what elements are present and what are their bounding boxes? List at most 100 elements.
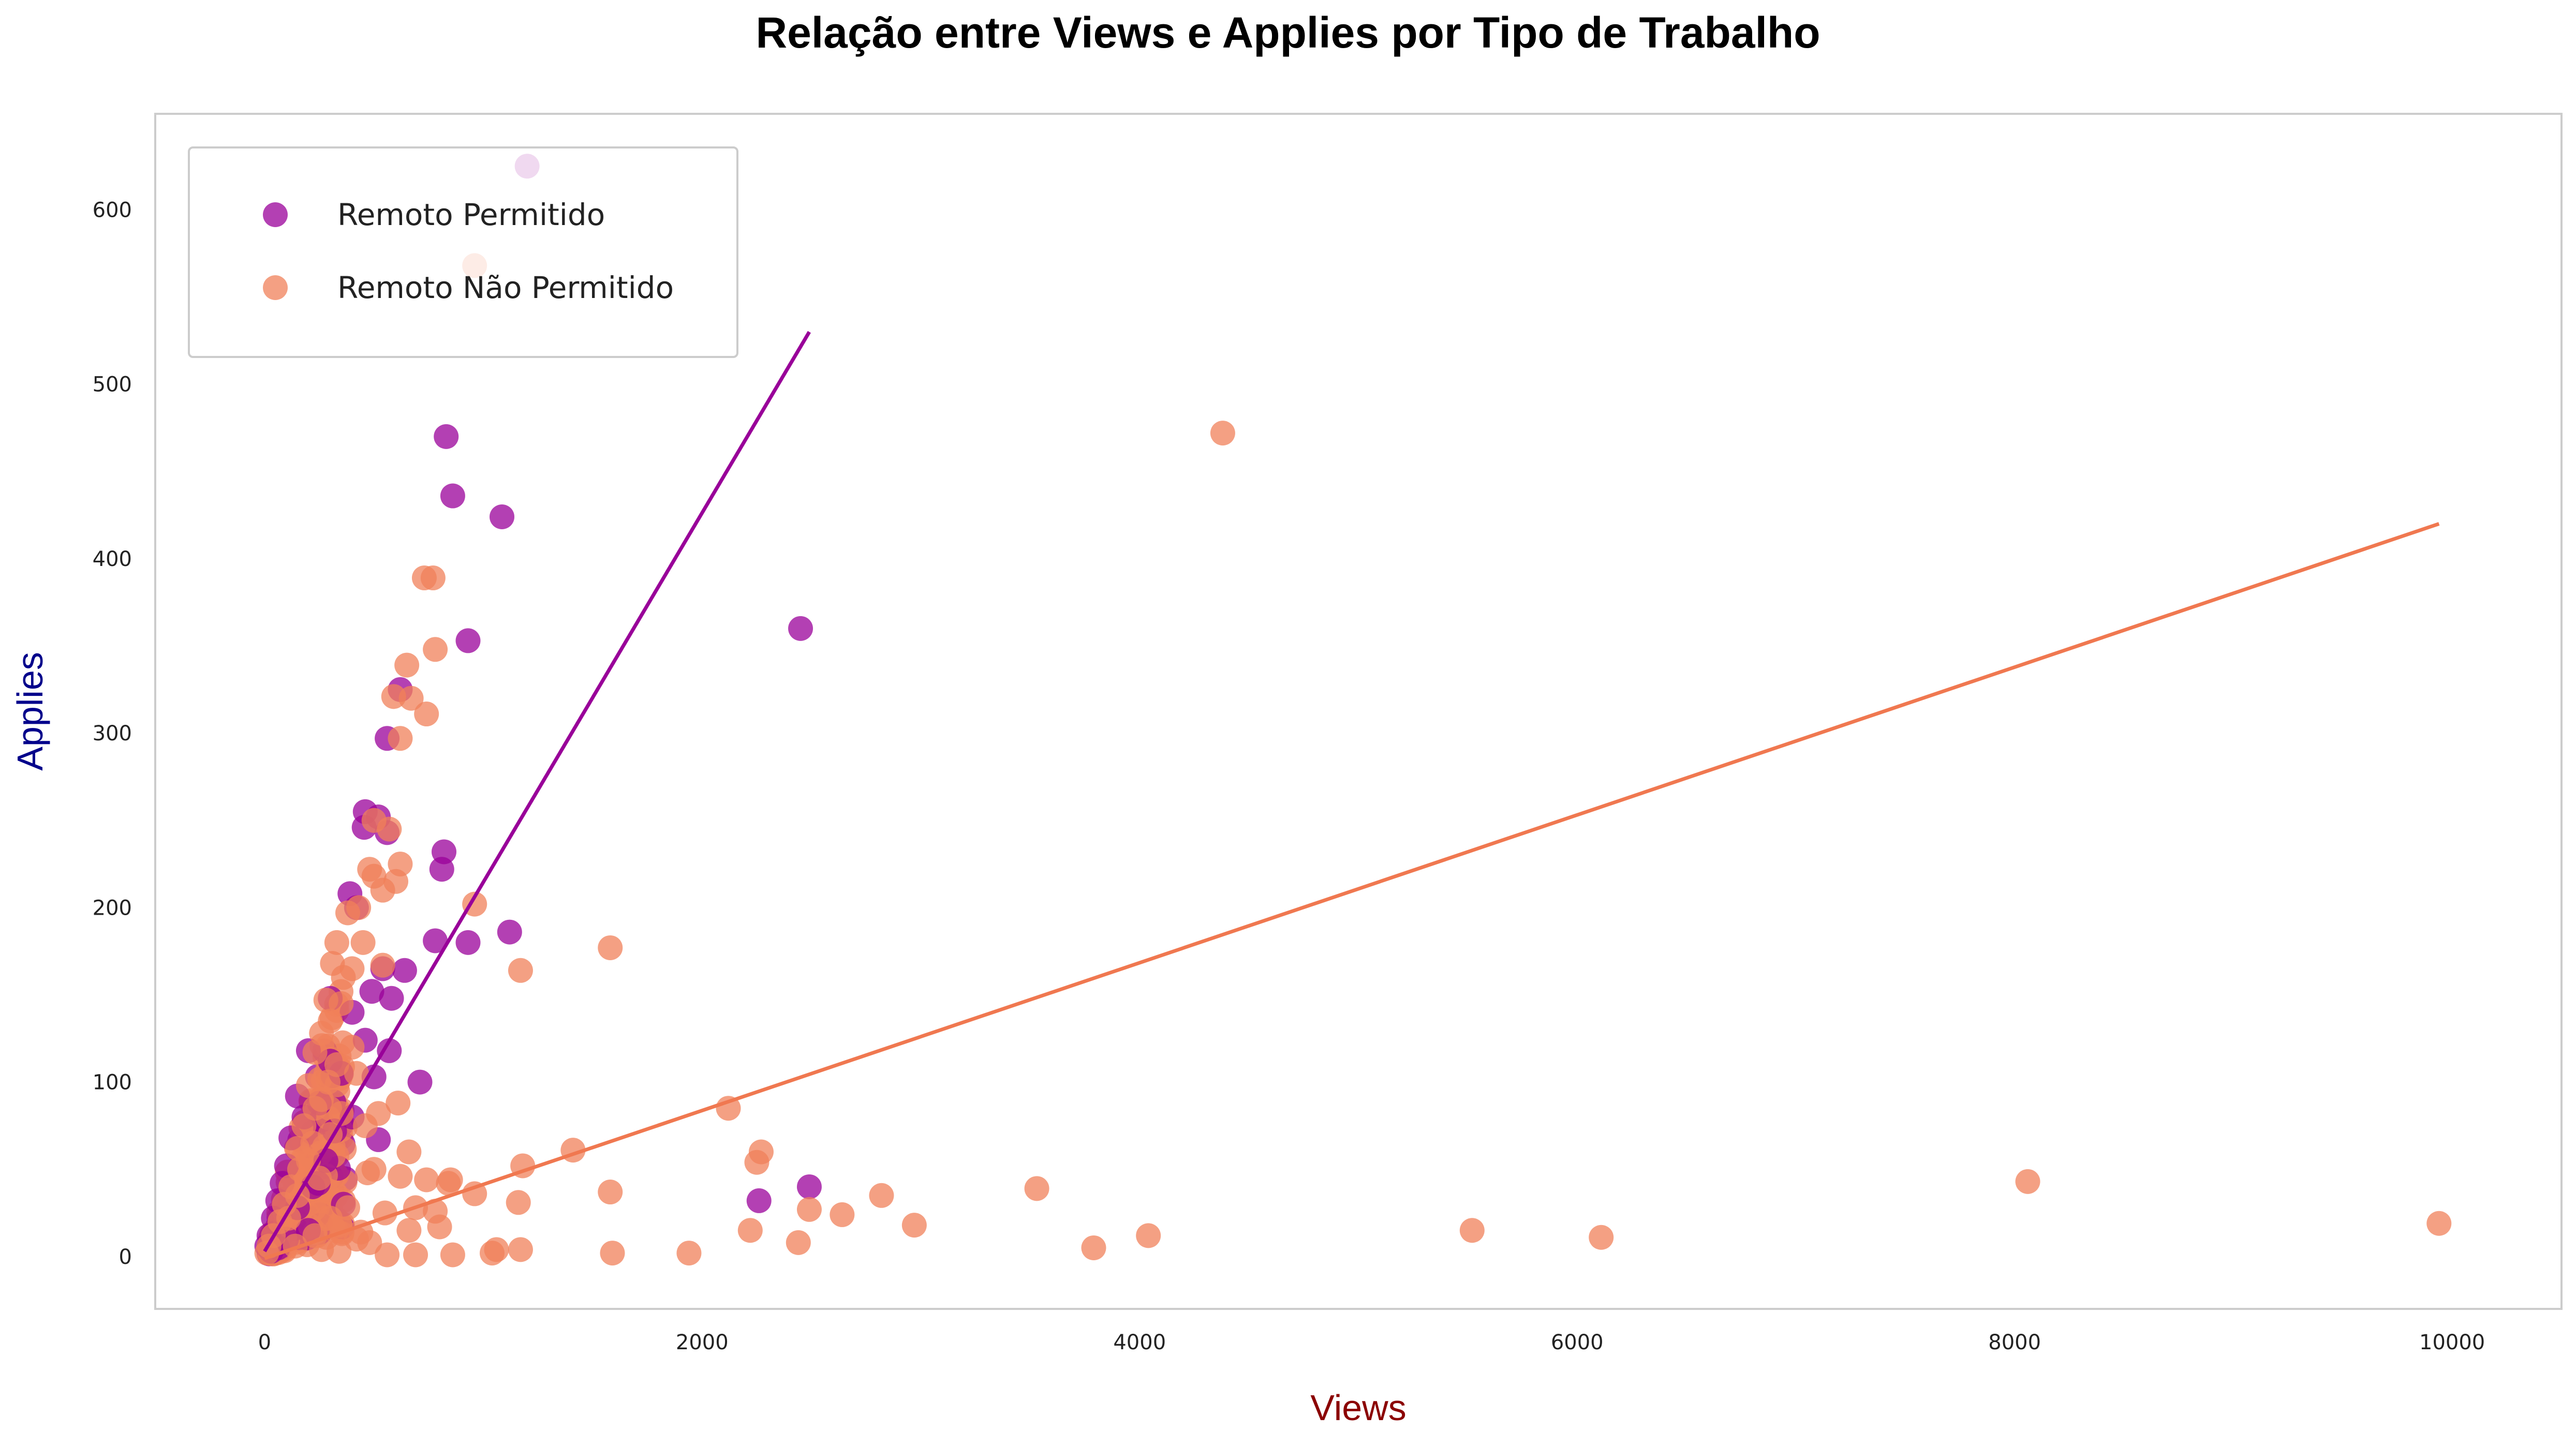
point-remoto-nao-permitido (436, 1171, 461, 1196)
point-remoto-nao-permitido (386, 1091, 411, 1116)
point-remoto-nao-permitido (2015, 1169, 2040, 1194)
point-remoto-permitido (359, 979, 384, 1004)
point-remoto-nao-permitido (381, 684, 406, 709)
y-tick-label: 600 (93, 198, 132, 222)
point-remoto-nao-permitido (869, 1183, 894, 1208)
x-tick-label: 4000 (1113, 1331, 1166, 1354)
y-axis-label: Applies (10, 652, 50, 771)
point-remoto-nao-permitido (600, 1241, 625, 1266)
point-remoto-nao-permitido (329, 1101, 354, 1126)
point-remoto-nao-permitido (331, 965, 356, 990)
point-remoto-nao-permitido (335, 900, 360, 926)
point-remoto-nao-permitido (676, 1241, 702, 1266)
legend-marker-remoto-permitido (263, 202, 288, 227)
point-remoto-nao-permitido (383, 869, 408, 894)
point-remoto-nao-permitido (508, 1237, 533, 1262)
point-remoto-permitido (455, 930, 481, 955)
point-remoto-nao-permitido (901, 1213, 927, 1238)
point-remoto-nao-permitido (1081, 1235, 1106, 1260)
point-remoto-permitido (377, 1038, 402, 1063)
point-remoto-nao-permitido (357, 1230, 382, 1255)
point-remoto-nao-permitido (830, 1202, 855, 1227)
point-remoto-permitido (455, 628, 481, 653)
legend-label-remoto-nao-permitido: Remoto Não Permitido (337, 270, 674, 305)
point-remoto-nao-permitido (1459, 1218, 1485, 1243)
point-remoto-nao-permitido (427, 1214, 452, 1240)
y-tick-label: 300 (93, 722, 132, 746)
chart-title: Relação entre Views e Applies por Tipo d… (756, 8, 1820, 57)
legend-marker-remoto-nao-permitido (263, 275, 288, 300)
point-remoto-nao-permitido (1210, 421, 1235, 446)
point-remoto-nao-permitido (1589, 1225, 1614, 1250)
point-remoto-permitido (796, 1174, 822, 1199)
point-remoto-nao-permitido (508, 958, 533, 983)
point-remoto-nao-permitido (375, 1242, 400, 1268)
point-remoto-nao-permitido (396, 1139, 422, 1165)
point-remoto-nao-permitido (352, 1113, 378, 1138)
point-remoto-nao-permitido (388, 1164, 413, 1189)
point-remoto-nao-permitido (300, 1130, 325, 1156)
x-tick-label: 8000 (1988, 1331, 2041, 1354)
point-remoto-nao-permitido (377, 816, 402, 842)
legend: Remoto Permitido Remoto Não Permitido (188, 146, 738, 358)
y-tick-label: 400 (93, 547, 132, 571)
point-remoto-nao-permitido (598, 1180, 623, 1205)
point-remoto-permitido (490, 504, 515, 529)
point-remoto-nao-permitido (786, 1230, 811, 1255)
point-remoto-nao-permitido (423, 637, 448, 662)
point-remoto-permitido (407, 1069, 433, 1095)
point-remoto-nao-permitido (1136, 1223, 1161, 1248)
point-remoto-nao-permitido (414, 702, 439, 727)
x-tick-label: 6000 (1551, 1331, 1604, 1354)
point-remoto-nao-permitido (254, 1241, 279, 1266)
point-remoto-nao-permitido (462, 1181, 487, 1206)
point-remoto-nao-permitido (396, 1218, 422, 1243)
x-axis-label: Views (1310, 1388, 1406, 1428)
point-remoto-nao-permitido (744, 1150, 769, 1175)
x-tick-label: 10000 (2419, 1331, 2485, 1354)
point-remoto-permitido (746, 1188, 772, 1213)
point-remoto-nao-permitido (484, 1237, 509, 1262)
trend-line-remoto-permitido (263, 331, 811, 1253)
point-remoto-permitido (423, 928, 448, 953)
point-remoto-nao-permitido (440, 1242, 465, 1268)
point-remoto-nao-permitido (309, 1021, 334, 1046)
point-remoto-nao-permitido (388, 726, 413, 751)
point-remoto-nao-permitido (598, 935, 623, 960)
trend-lines (263, 331, 2440, 1260)
data-points (254, 154, 2452, 1268)
y-tick-label: 100 (93, 1071, 132, 1095)
legend-label-remoto-permitido: Remoto Permitido (337, 197, 605, 232)
point-remoto-nao-permitido (307, 1166, 332, 1191)
point-remoto-nao-permitido (339, 1035, 365, 1060)
point-remoto-nao-permitido (1024, 1176, 1049, 1201)
point-remoto-nao-permitido (335, 1195, 360, 1220)
point-remoto-nao-permitido (403, 1242, 428, 1268)
trend-line-remoto-nao-permitido (264, 522, 2440, 1260)
point-remoto-nao-permitido (506, 1190, 531, 1215)
point-remoto-nao-permitido (370, 952, 395, 978)
point-remoto-nao-permitido (324, 930, 349, 955)
point-remoto-nao-permitido (737, 1218, 763, 1243)
point-remoto-permitido (788, 616, 813, 641)
x-axis-ticks: 0 2000 4000 6000 8000 10000 (258, 1331, 2485, 1354)
point-remoto-nao-permitido (2426, 1211, 2452, 1236)
point-remoto-nao-permitido (309, 1237, 334, 1262)
x-tick-label: 2000 (676, 1331, 729, 1354)
point-remoto-permitido (434, 424, 459, 449)
y-tick-label: 200 (93, 896, 132, 920)
y-tick-label: 500 (93, 373, 132, 397)
point-remoto-nao-permitido (344, 1061, 369, 1086)
point-remoto-nao-permitido (420, 565, 446, 591)
point-remoto-nao-permitido (302, 1040, 328, 1065)
point-remoto-permitido (379, 986, 404, 1011)
y-tick-label: 0 (119, 1245, 132, 1269)
y-axis-ticks: 0 100 200 300 400 500 600 (93, 198, 132, 1269)
point-remoto-permitido (392, 958, 417, 983)
point-remoto-permitido (497, 919, 522, 945)
point-remoto-nao-permitido (394, 652, 420, 678)
x-tick-label: 0 (258, 1331, 271, 1354)
point-remoto-permitido (440, 483, 465, 509)
point-remoto-nao-permitido (355, 1160, 380, 1185)
